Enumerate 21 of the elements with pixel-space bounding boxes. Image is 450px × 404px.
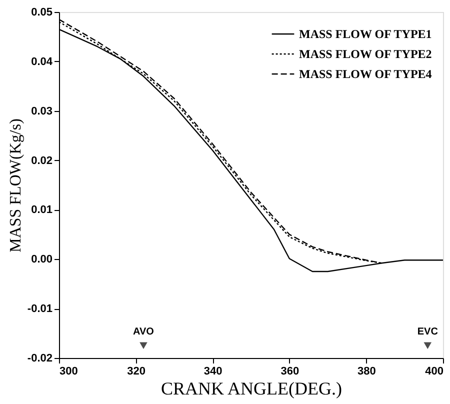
y-tick-label: 0.01 (31, 204, 52, 216)
annotation: AVO (133, 326, 154, 338)
y-tick-label: 0.03 (31, 105, 52, 118)
x-tick-label: 380 (358, 366, 376, 378)
y-tick-label: 0.04 (31, 56, 54, 68)
legend-label: MASS FLOW OF TYPE1 (299, 27, 432, 41)
x-tick-label: 300 (60, 366, 78, 378)
y-tick-label: 0.05 (31, 6, 52, 18)
x-tick-label: 360 (280, 366, 300, 378)
annotation: EVC (417, 326, 438, 338)
x-tick-label: 400 (425, 366, 444, 378)
y-tick-label: -0.02 (27, 352, 52, 364)
y-tick-label: 0.00 (31, 254, 52, 266)
legend-label: MASS FLOW OF TYPE2 (299, 47, 432, 61)
y-axis-title: MASS FLOW(Kg/s) (7, 118, 24, 252)
y-tick-label: -0.01 (27, 303, 52, 316)
legend-label: MASS FLOW OF TYPE4 (299, 67, 432, 81)
y-tick-label: 0.02 (31, 154, 52, 167)
x-axis-title: CRANK ANGLE(DEG.) (161, 378, 342, 398)
x-tick-label: 320 (127, 366, 146, 378)
x-tick-label: 340 (204, 366, 222, 378)
